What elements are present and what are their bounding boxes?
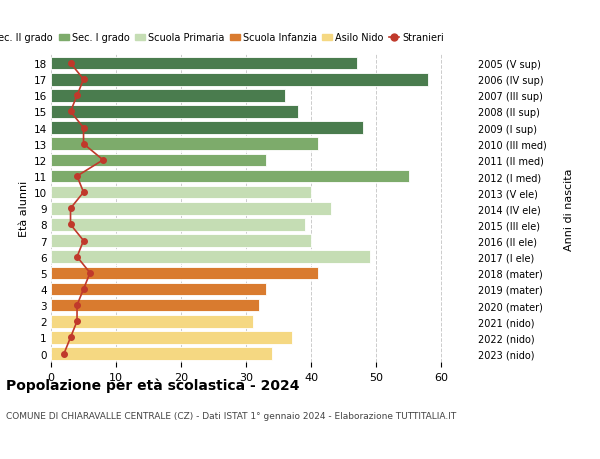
Bar bbox=[51, 90, 285, 102]
Y-axis label: Anni di nascita: Anni di nascita bbox=[563, 168, 574, 250]
Bar bbox=[51, 106, 298, 118]
Bar bbox=[51, 122, 364, 134]
Bar bbox=[51, 58, 357, 70]
Bar bbox=[51, 154, 266, 167]
Bar bbox=[51, 74, 428, 86]
Bar bbox=[51, 202, 331, 215]
Bar bbox=[51, 170, 409, 183]
Bar bbox=[51, 283, 266, 296]
Bar bbox=[51, 251, 370, 263]
Bar bbox=[51, 186, 311, 199]
Y-axis label: Età alunni: Età alunni bbox=[19, 181, 29, 237]
Bar bbox=[51, 315, 253, 328]
Bar bbox=[51, 299, 259, 312]
Bar bbox=[51, 235, 311, 247]
Bar bbox=[51, 267, 318, 280]
Bar bbox=[51, 331, 292, 344]
Legend: Sec. II grado, Sec. I grado, Scuola Primaria, Scuola Infanzia, Asilo Nido, Stran: Sec. II grado, Sec. I grado, Scuola Prim… bbox=[0, 29, 448, 47]
Bar bbox=[51, 218, 305, 231]
Text: COMUNE DI CHIARAVALLE CENTRALE (CZ) - Dati ISTAT 1° gennaio 2024 - Elaborazione : COMUNE DI CHIARAVALLE CENTRALE (CZ) - Da… bbox=[6, 411, 456, 420]
Bar bbox=[51, 138, 318, 151]
Text: Popolazione per età scolastica - 2024: Popolazione per età scolastica - 2024 bbox=[6, 378, 299, 392]
Bar bbox=[51, 347, 272, 360]
